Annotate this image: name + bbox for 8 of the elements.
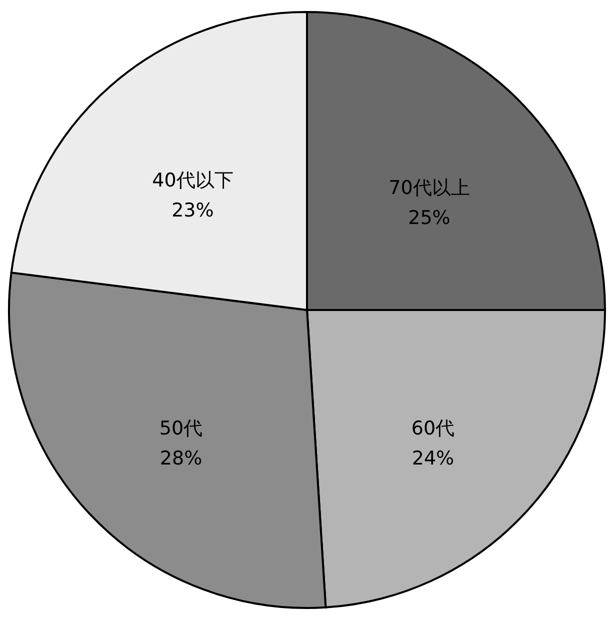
data-label: 25% — [408, 206, 450, 229]
data-label: 24% — [412, 447, 454, 470]
slice-label: 40代以下 — [152, 169, 234, 192]
data-label: 23% — [172, 199, 214, 222]
slice-label: 50代 — [159, 417, 203, 440]
slice-label: 60代 — [411, 417, 455, 440]
slice-label: 70代以上 — [388, 176, 470, 199]
data-label: 28% — [160, 447, 202, 470]
